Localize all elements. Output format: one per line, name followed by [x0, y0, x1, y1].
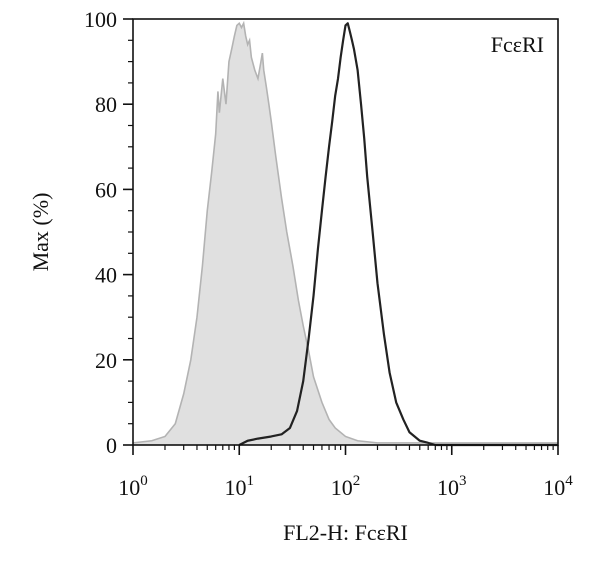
x-tick-label: 101: [225, 473, 255, 500]
y-tick-label: 40: [95, 263, 117, 288]
y-axis-ticks: 0 20 40 60 80 100: [84, 7, 133, 458]
x-tick-label: 104: [543, 473, 573, 500]
series-layer: [132, 20, 558, 447]
y-tick-label: 20: [95, 348, 117, 373]
y-tick-label: 60: [95, 177, 117, 202]
fceri-annotation: FcεRI: [491, 32, 544, 57]
series-0-outline: [132, 20, 558, 444]
x-tick-label: 102: [331, 473, 361, 500]
x-axis-title: FL2-H: FcεRI: [283, 520, 408, 545]
series-0-area: [133, 23, 558, 445]
x-tick-label: 103: [437, 473, 467, 500]
y-minor-ticks: [128, 39, 133, 425]
x-minor-ticks: [164, 445, 554, 450]
y-tick-label: 0: [106, 433, 117, 458]
x-tick-label: 100: [118, 473, 148, 500]
series-1-line: [238, 22, 558, 447]
y-tick-label: 100: [84, 7, 117, 32]
x-axis-ticks: 100 101 102 103 104: [118, 445, 573, 500]
y-tick-label: 80: [95, 92, 117, 117]
y-axis-title: Max (%): [28, 193, 53, 272]
